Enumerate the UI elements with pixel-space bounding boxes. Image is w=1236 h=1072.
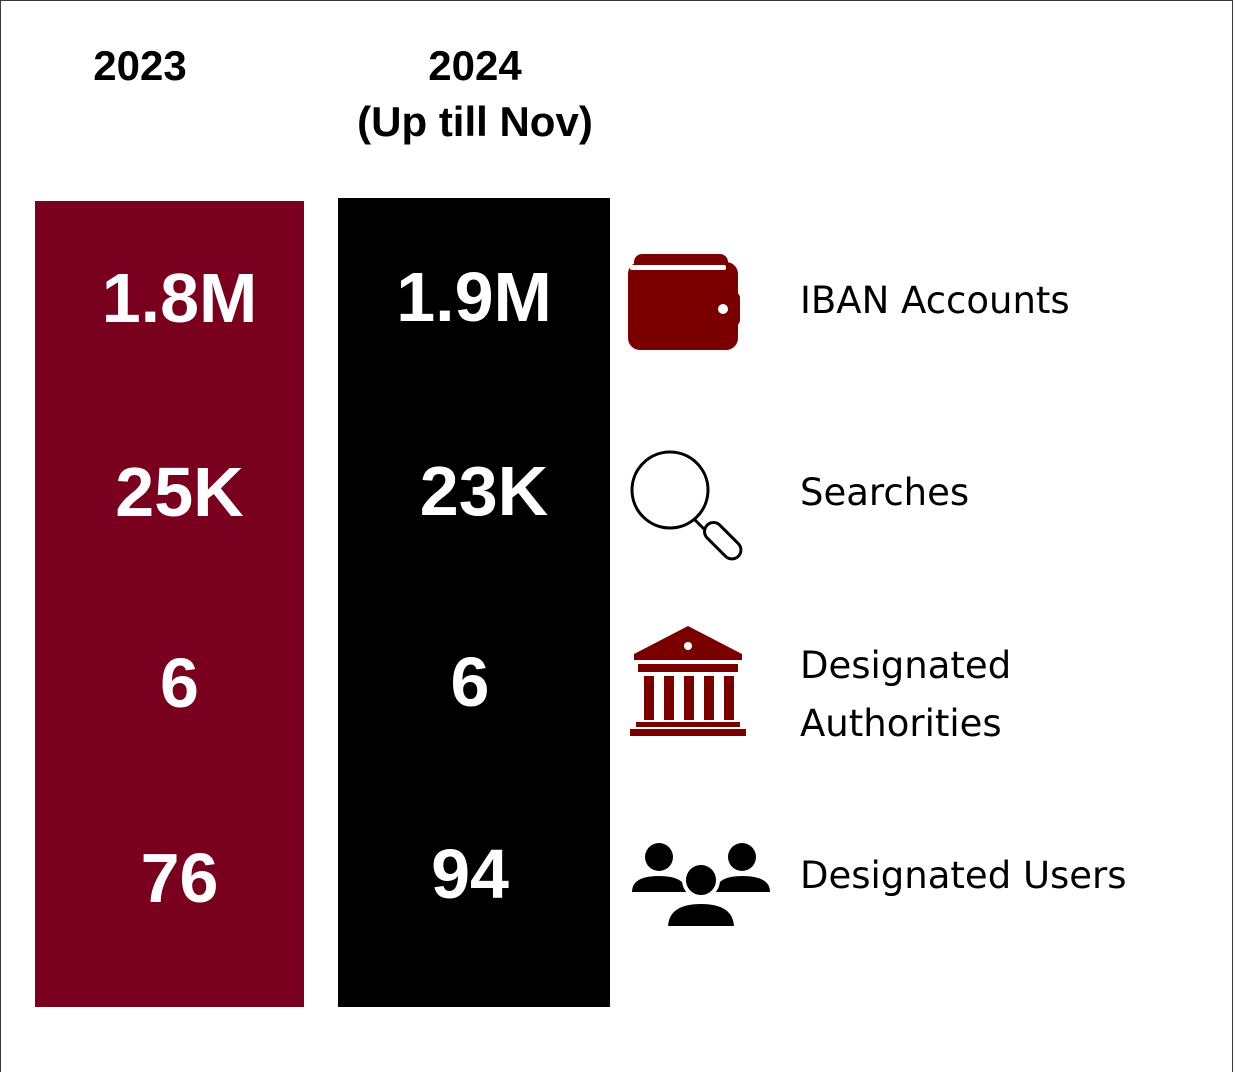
column-heading-2023: 2023 <box>40 38 240 94</box>
label-iban-accounts: IBAN Accounts <box>800 279 1070 322</box>
value-2024-searches: 23K <box>419 452 549 530</box>
heading-2024-period: (Up till Nov) <box>357 98 593 145</box>
value-2023-designated-authorities: 6 <box>160 644 199 722</box>
value-2024-designated-authorities: 6 <box>450 643 490 721</box>
column-2024 <box>338 198 610 1007</box>
value-2023-iban-accounts-display: 1.8M <box>101 259 258 337</box>
value-2023-searches: 25K <box>115 453 244 531</box>
label-designated-authorities: Designated Authorities <box>800 637 1011 753</box>
value-2024-designated-users: 94 <box>431 835 509 913</box>
column-2023 <box>35 201 304 1007</box>
label-designated-authorities-line2: Authorities <box>800 702 1002 745</box>
magnifier-icon <box>630 450 743 561</box>
wallet-icon <box>628 254 740 350</box>
value-2023-designated-users: 76 <box>140 839 219 917</box>
value-2024-iban-accounts: 1.9M <box>396 258 552 336</box>
bank-building-icon <box>630 626 746 736</box>
label-designated-authorities-line1: Designated <box>800 644 1012 687</box>
heading-2024-year: 2024 <box>428 42 522 89</box>
column-heading-2024: 2024 (Up till Nov) <box>310 38 640 150</box>
label-searches: Searches <box>800 471 970 514</box>
label-designated-users: Designated Users <box>800 854 1127 897</box>
heading-2023-text: 2023 <box>93 42 187 89</box>
users-group-icon <box>632 843 770 928</box>
